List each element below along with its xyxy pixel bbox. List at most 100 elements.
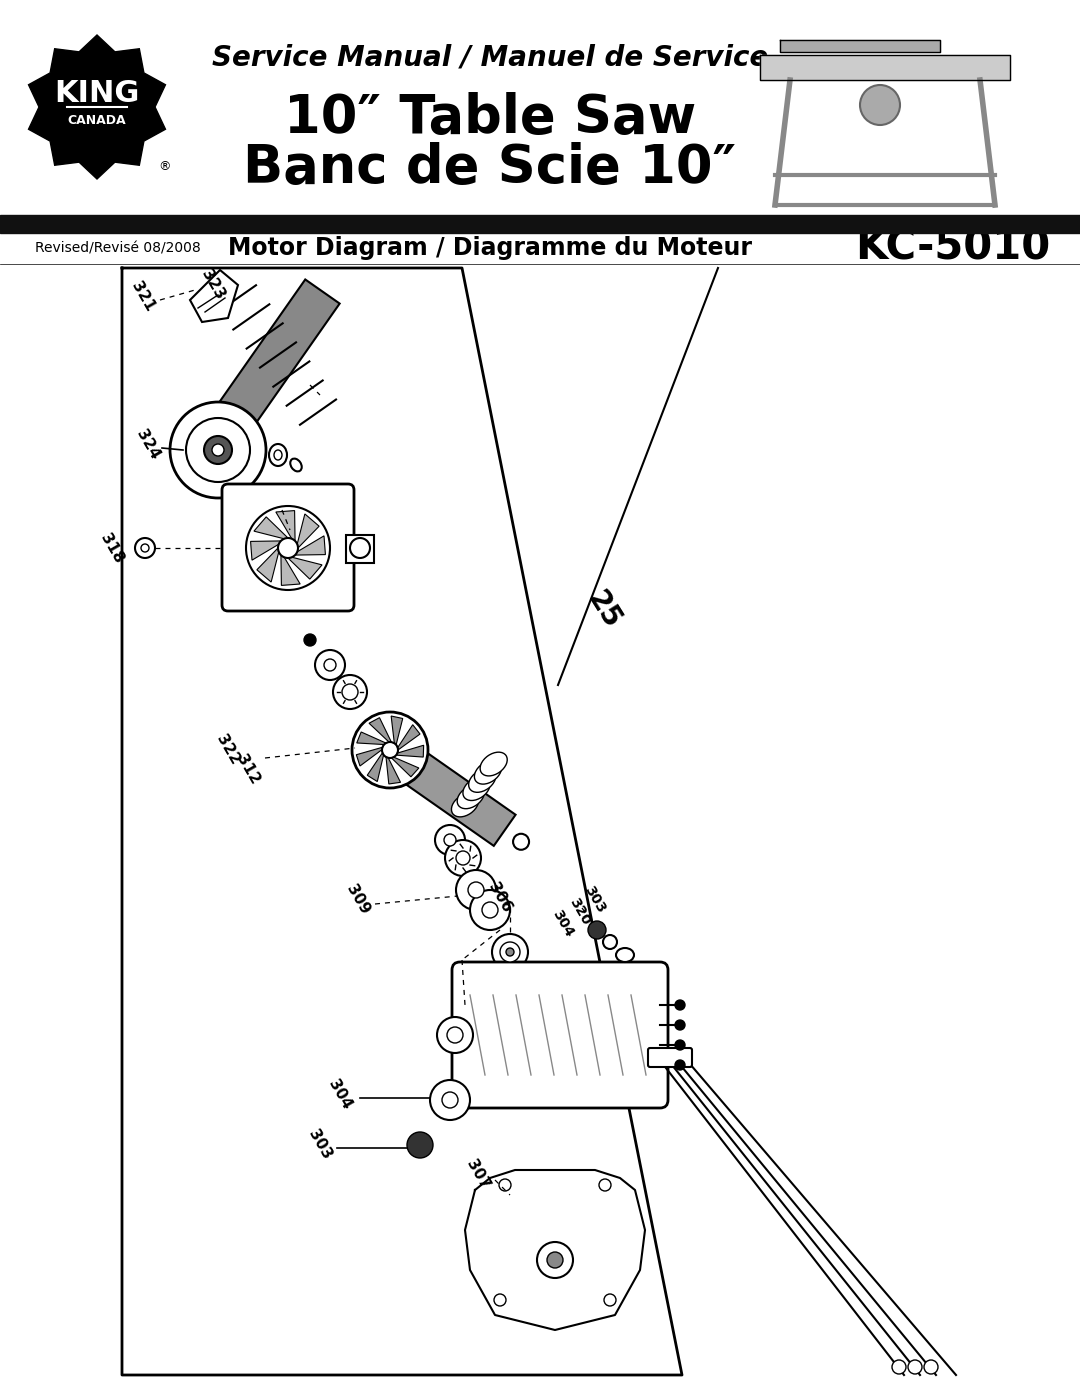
Ellipse shape	[457, 785, 484, 809]
Circle shape	[342, 685, 357, 700]
Circle shape	[513, 834, 529, 849]
Circle shape	[546, 1252, 563, 1268]
Circle shape	[442, 1092, 458, 1108]
Circle shape	[908, 1361, 922, 1375]
Circle shape	[444, 834, 456, 847]
Text: 312: 312	[233, 753, 262, 788]
Circle shape	[204, 436, 232, 464]
Text: Revised/Revisé 08/2008: Revised/Revisé 08/2008	[35, 242, 201, 256]
Text: 10″ Table Saw: 10″ Table Saw	[284, 92, 697, 144]
Ellipse shape	[274, 450, 282, 460]
FancyBboxPatch shape	[453, 963, 669, 1108]
Circle shape	[352, 712, 428, 788]
Polygon shape	[391, 717, 403, 745]
Circle shape	[468, 882, 484, 898]
Text: 303: 303	[582, 884, 608, 916]
Polygon shape	[465, 1171, 645, 1330]
Bar	[346, 535, 374, 563]
Circle shape	[924, 1361, 939, 1375]
Text: KC-5010: KC-5010	[854, 226, 1050, 270]
Text: 320: 320	[567, 895, 593, 928]
Circle shape	[675, 1060, 685, 1070]
Circle shape	[303, 634, 316, 645]
Circle shape	[246, 506, 330, 590]
Circle shape	[57, 67, 137, 147]
Circle shape	[437, 1017, 473, 1053]
Circle shape	[456, 851, 470, 865]
Circle shape	[470, 890, 510, 930]
Text: 309: 309	[343, 883, 373, 918]
Circle shape	[456, 870, 496, 909]
Circle shape	[860, 85, 900, 124]
Polygon shape	[780, 41, 940, 52]
Polygon shape	[257, 548, 279, 583]
Ellipse shape	[269, 444, 287, 467]
Circle shape	[675, 1000, 685, 1010]
Polygon shape	[281, 555, 300, 585]
Polygon shape	[288, 557, 322, 580]
Circle shape	[315, 650, 345, 680]
Polygon shape	[397, 725, 420, 750]
Text: 323: 323	[199, 267, 228, 303]
Polygon shape	[356, 732, 386, 745]
Polygon shape	[396, 745, 423, 757]
Ellipse shape	[481, 752, 508, 775]
Polygon shape	[216, 279, 339, 430]
Circle shape	[430, 1080, 470, 1120]
Ellipse shape	[291, 458, 301, 471]
Circle shape	[603, 935, 617, 949]
Text: 324: 324	[134, 427, 162, 462]
Text: 318: 318	[97, 531, 126, 566]
Polygon shape	[251, 541, 281, 560]
Polygon shape	[367, 753, 383, 781]
Ellipse shape	[469, 768, 496, 792]
Circle shape	[186, 418, 249, 482]
Circle shape	[537, 1242, 573, 1278]
Text: 303: 303	[306, 1127, 335, 1162]
Polygon shape	[295, 536, 325, 555]
Polygon shape	[386, 757, 401, 784]
Text: 304: 304	[325, 1077, 354, 1112]
Text: KING: KING	[54, 78, 139, 108]
Circle shape	[212, 444, 224, 455]
Text: 25: 25	[582, 587, 626, 634]
Polygon shape	[28, 35, 165, 179]
Circle shape	[382, 742, 399, 759]
Text: 307: 307	[463, 1158, 492, 1193]
Polygon shape	[356, 747, 382, 766]
Text: Banc de Scie 10″: Banc de Scie 10″	[243, 142, 737, 194]
Ellipse shape	[616, 949, 634, 963]
FancyBboxPatch shape	[222, 483, 354, 610]
Polygon shape	[379, 735, 515, 845]
Polygon shape	[760, 54, 1010, 80]
Circle shape	[407, 1132, 433, 1158]
Circle shape	[892, 1361, 906, 1375]
Circle shape	[604, 1294, 616, 1306]
Polygon shape	[254, 517, 288, 539]
Text: Service Manual / Manuel de Service: Service Manual / Manuel de Service	[212, 43, 768, 73]
Circle shape	[675, 1039, 685, 1051]
Text: 321: 321	[129, 279, 158, 314]
Circle shape	[55, 66, 139, 149]
Text: Motor Diagram / Diagramme du Moteur: Motor Diagram / Diagramme du Moteur	[228, 236, 752, 260]
Circle shape	[499, 1179, 511, 1192]
Circle shape	[494, 1294, 507, 1306]
Circle shape	[599, 1179, 611, 1192]
Text: 304: 304	[550, 908, 577, 940]
Text: ®: ®	[159, 161, 172, 173]
Polygon shape	[0, 215, 1080, 233]
Circle shape	[482, 902, 498, 918]
Text: CANADA: CANADA	[68, 115, 126, 127]
Polygon shape	[391, 757, 419, 777]
Circle shape	[170, 402, 266, 497]
Circle shape	[141, 543, 149, 552]
Circle shape	[588, 921, 606, 939]
Polygon shape	[275, 510, 295, 541]
Circle shape	[675, 1020, 685, 1030]
Polygon shape	[122, 268, 681, 1375]
Circle shape	[507, 949, 514, 956]
Circle shape	[492, 935, 528, 970]
Polygon shape	[190, 270, 238, 321]
Ellipse shape	[463, 777, 490, 800]
Ellipse shape	[451, 793, 478, 817]
